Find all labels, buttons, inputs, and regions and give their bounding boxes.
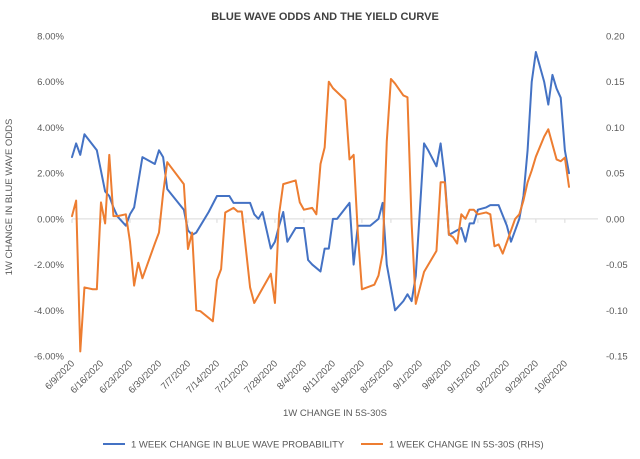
legend-label: 1 WEEK CHANGE IN BLUE WAVE PROBABILITY	[131, 440, 345, 451]
right-tick-label: -0.10	[606, 306, 628, 317]
left-tick-label: 0.00%	[37, 214, 64, 225]
y-axis-title: 1W CHANGE IN BLUE WAVE ODDS	[4, 119, 15, 276]
left-tick-label: 4.00%	[37, 123, 64, 134]
left-tick-label: 2.00%	[37, 169, 64, 180]
chart-title: BLUE WAVE ODDS AND THE YIELD CURVE	[211, 11, 439, 23]
right-tick-label: 0.00	[606, 214, 625, 225]
left-axis-ticks: -6.00% -4.00% -2.00% 0.00% 2.00% 4.00% 6.00% 8.…	[34, 32, 65, 363]
x-tick-label: 9/1/2020	[391, 358, 425, 392]
right-axis-ticks: -0.15 -0.10 -0.05 0.00 0.05 0.10 0.15 0.20	[606, 32, 628, 363]
left-tick-label: 8.00%	[37, 32, 64, 43]
right-tick-label: 0.15	[606, 77, 625, 88]
series-layer	[71, 51, 571, 353]
left-tick-label: 6.00%	[37, 77, 64, 88]
legend: 1 WEEK CHANGE IN BLUE WAVE PROBABILITY 1 …	[103, 440, 544, 451]
right-tick-label: -0.15	[606, 352, 628, 363]
series-line-blue-wave	[71, 51, 571, 312]
legend-label: 1 WEEK CHANGE IN 5S-30S (RHS)	[389, 440, 544, 451]
right-tick-label: -0.05	[606, 260, 628, 271]
left-tick-label: -6.00%	[34, 352, 65, 363]
series-line-5s30s	[71, 77, 571, 353]
left-tick-label: -4.00%	[34, 306, 65, 317]
left-tick-label: -2.00%	[34, 260, 65, 271]
right-tick-label: 0.05	[606, 169, 625, 180]
x-axis-title: 1W CHANGE IN 5S-30S	[283, 408, 387, 419]
right-tick-label: 0.10	[606, 123, 625, 134]
right-tick-label: 0.20	[606, 32, 625, 43]
